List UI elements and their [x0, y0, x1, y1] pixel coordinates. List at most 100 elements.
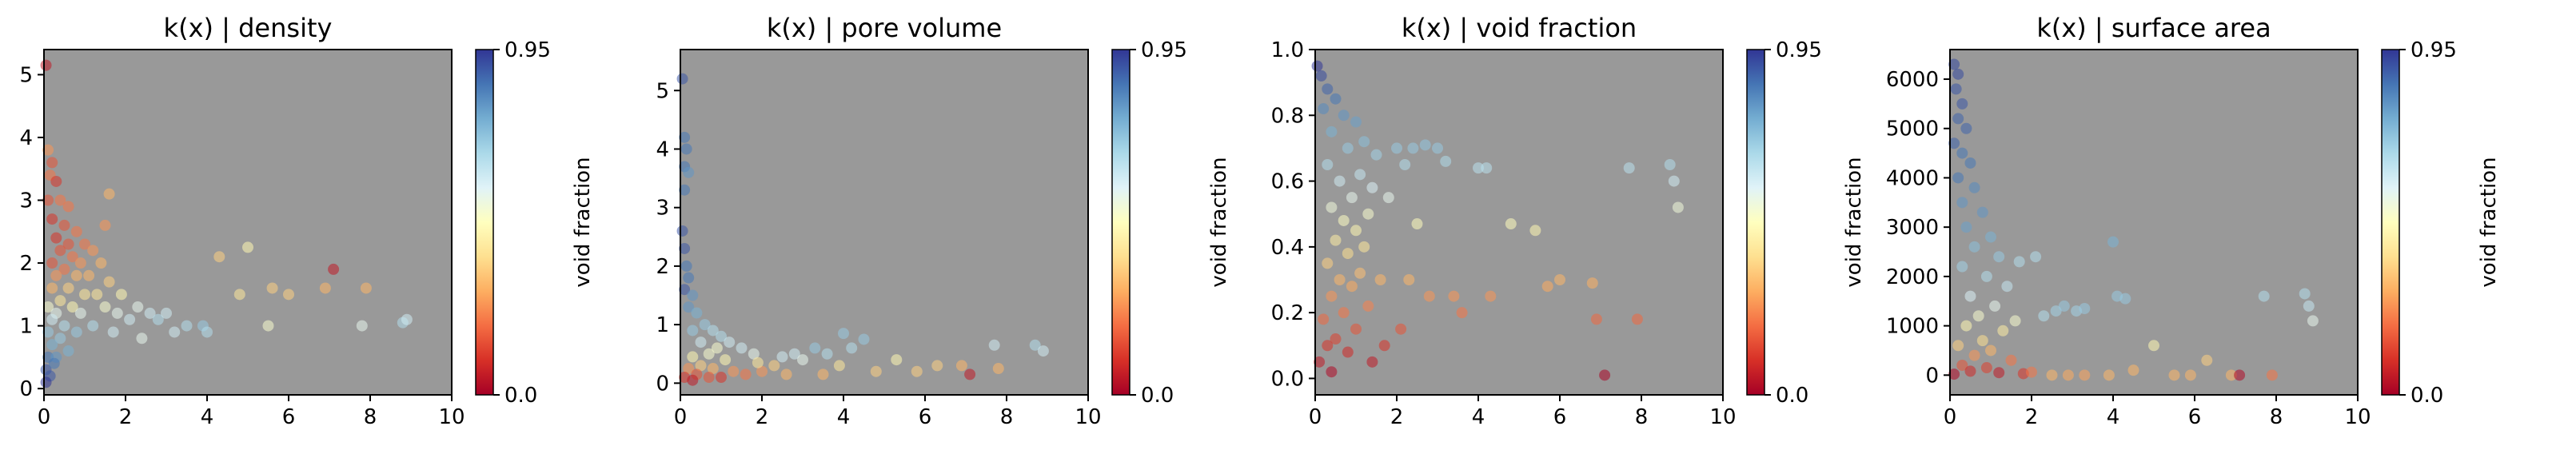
- scatter-point: [2103, 369, 2115, 381]
- axes-frame: [680, 49, 1089, 396]
- x-tick-label: 4: [1472, 405, 1485, 429]
- scatter-point: [680, 260, 692, 272]
- scatter-point: [1322, 83, 1334, 95]
- x-tick-label: 4: [2107, 405, 2120, 429]
- x-tick-label: 4: [201, 405, 214, 429]
- scatter-point: [2184, 369, 2196, 381]
- scatter-point: [955, 360, 967, 372]
- scatter-point: [703, 372, 715, 384]
- scatter-point: [2225, 369, 2237, 381]
- scatter-point: [1370, 149, 1382, 161]
- scatter-point: [788, 348, 800, 360]
- scatter-point: [1956, 197, 1968, 209]
- scatter-point: [95, 257, 107, 269]
- scatter-point: [70, 326, 82, 338]
- scatter-point: [1350, 116, 1362, 128]
- scatter-point: [107, 326, 119, 338]
- colorbar-min-label: 0.0: [1776, 384, 1808, 408]
- scatter-point: [1342, 142, 1354, 154]
- scatter-point: [1952, 172, 1964, 184]
- scatter-point: [1980, 270, 1992, 282]
- scatter-point: [40, 376, 52, 388]
- y-tick-label: 0.0: [1271, 367, 1304, 391]
- scatter-point: [2062, 369, 2074, 381]
- scatter-point: [1952, 340, 1964, 352]
- scatter-point: [797, 354, 808, 366]
- scatter-point: [2201, 354, 2213, 366]
- plot-area: [1950, 50, 2358, 395]
- scatter-point: [48, 357, 60, 369]
- scatter-point: [1382, 192, 1394, 204]
- scatter-point: [846, 342, 858, 354]
- y-tick-label: 4: [656, 137, 669, 161]
- scatter-point: [74, 307, 86, 319]
- scatter-point: [1964, 157, 1976, 169]
- chart-title: k(x) | surface area: [2036, 13, 2271, 43]
- scatter-point: [1338, 307, 1350, 319]
- x-tick-label: 6: [282, 405, 296, 429]
- scatter-point: [46, 257, 58, 269]
- x-tick-label: 2: [2025, 405, 2039, 429]
- colorbar-max-label: 0.95: [1141, 38, 1187, 62]
- x-tick-label: 8: [2270, 405, 2283, 429]
- scatter-point: [40, 59, 52, 71]
- scatter-point: [1956, 98, 1968, 110]
- scatter-point: [1358, 241, 1370, 253]
- panel-void-fraction: k(x) | void fraction 0 2 4 6 8 10 0.0 0.2 0.4 0.6 0…: [1271, 13, 1866, 429]
- scatter-point: [768, 360, 780, 372]
- colorbar-max-label: 0.95: [2411, 38, 2457, 62]
- scatter-point: [54, 333, 66, 345]
- x-tick-label: 0: [1944, 405, 1957, 429]
- scatter-point: [83, 269, 95, 281]
- scatter-point: [1529, 225, 1541, 237]
- scatter-point: [1989, 300, 2001, 312]
- scatter-point: [1322, 340, 1334, 352]
- scatter-point: [58, 263, 70, 275]
- scatter-point: [1338, 214, 1350, 226]
- scatter-point: [756, 365, 768, 377]
- scatter-point: [1968, 241, 1980, 253]
- scatter-point: [62, 201, 74, 213]
- scatter-point: [1314, 356, 1326, 368]
- scatter-point: [1952, 113, 1964, 125]
- scatter-point: [2046, 369, 2058, 381]
- scatter-point: [1326, 290, 1338, 302]
- scatter-point: [776, 351, 788, 363]
- scatter-point: [1346, 281, 1358, 293]
- scatter-point: [707, 325, 719, 337]
- scatter-point: [2299, 288, 2311, 300]
- scatter-point: [2050, 305, 2062, 317]
- scatter-point: [1326, 201, 1338, 213]
- scatter-point: [1362, 300, 1374, 312]
- scatter-point: [1980, 362, 1992, 374]
- scatter-point: [1354, 169, 1366, 181]
- scatter-point: [1505, 218, 1517, 230]
- scatter-point: [2005, 354, 2017, 366]
- scatter-point: [2001, 281, 2013, 293]
- scatter-point: [1672, 201, 1684, 213]
- scatter-point: [687, 374, 699, 386]
- scatter-point: [1948, 368, 1960, 380]
- scatter-point: [695, 337, 707, 349]
- scatter-point: [683, 363, 695, 375]
- x-tick-label: 6: [2188, 405, 2202, 429]
- scatter-point: [687, 351, 699, 363]
- scatter-point: [683, 166, 695, 178]
- x-tick-label: 2: [1390, 405, 1404, 429]
- y-tick-label: 1000: [1886, 315, 1939, 339]
- scatter-point: [683, 272, 695, 284]
- scatter-point: [1554, 274, 1565, 285]
- scatter-point: [1485, 290, 1497, 302]
- scatter-point: [66, 301, 78, 313]
- scatter-point: [1948, 58, 1960, 70]
- x-tick-label: 10: [1075, 405, 1101, 429]
- scatter-point: [1374, 274, 1386, 285]
- scatter-point: [679, 184, 691, 196]
- scatter-point: [1029, 339, 1041, 351]
- scatter-point: [1599, 369, 1611, 381]
- colorbar-label: void fraction: [571, 157, 595, 287]
- scatter-point: [1318, 103, 1330, 115]
- scatter-point: [50, 175, 62, 187]
- scatter-point: [103, 276, 115, 288]
